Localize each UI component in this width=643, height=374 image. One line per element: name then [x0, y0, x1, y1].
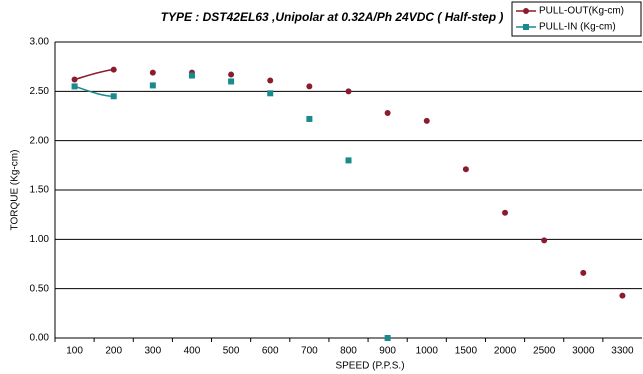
legend-marker [523, 24, 529, 30]
data-point [71, 83, 78, 90]
x-tick-label: 700 [301, 346, 318, 357]
x-tick-label: 400 [184, 346, 201, 357]
series-line [74, 68, 114, 81]
x-tick-label: 300 [144, 346, 161, 357]
y-tick-label: 2.50 [30, 86, 50, 97]
data-point [384, 110, 391, 117]
data-point [619, 292, 626, 299]
data-point [267, 77, 274, 84]
x-tick-label: 800 [340, 346, 357, 357]
legend-label: PULL-OUT(Kg-cm) [539, 6, 624, 17]
y-tick-label: 2.00 [30, 135, 50, 146]
legend-box [511, 1, 642, 37]
x-tick-label: 2500 [533, 346, 556, 357]
legend-label: PULL-IN (Kg-cm) [539, 22, 616, 33]
y-tick-label: 1.50 [30, 185, 50, 196]
data-point [345, 88, 352, 95]
data-point [267, 90, 274, 97]
x-tick-label: 900 [379, 346, 396, 357]
x-tick-label: 200 [105, 346, 122, 357]
data-point [228, 71, 235, 78]
data-point [306, 115, 313, 122]
data-point [110, 93, 117, 100]
data-point [502, 209, 509, 216]
x-axis-label: SPEED (P.P.S.) [335, 361, 404, 372]
x-tick-label: 2000 [494, 346, 517, 357]
y-tick-label: 0.00 [30, 333, 50, 344]
data-point [71, 76, 78, 83]
x-tick-label: 3300 [611, 346, 634, 357]
data-point [149, 69, 156, 76]
chart-title: TYPE : DST42EL63 ,Unipolar at 0.32A/Ph 2… [161, 10, 504, 24]
x-tick-label: 100 [66, 346, 83, 357]
data-point [188, 72, 195, 79]
data-point [345, 157, 352, 164]
x-tick-label: 500 [223, 346, 240, 357]
x-tick-label: 1000 [416, 346, 439, 357]
x-tick-label: 1500 [455, 346, 478, 357]
data-point [541, 237, 548, 244]
y-tick-label: 1.00 [30, 234, 50, 245]
y-tick-label: 0.50 [30, 283, 50, 294]
data-point [580, 269, 587, 276]
data-point [306, 83, 313, 90]
data-point [110, 66, 117, 73]
data-point [149, 82, 156, 89]
data-point [462, 166, 469, 173]
y-tick-label: 3.00 [30, 37, 50, 48]
x-tick-label: 3000 [572, 346, 595, 357]
legend-marker [523, 8, 529, 14]
x-tick-label: 600 [262, 346, 279, 357]
data-point [228, 78, 235, 85]
y-axis-label: TORQUE (Kg-cm) [10, 150, 21, 231]
data-point [423, 117, 430, 124]
data-point [384, 335, 391, 341]
